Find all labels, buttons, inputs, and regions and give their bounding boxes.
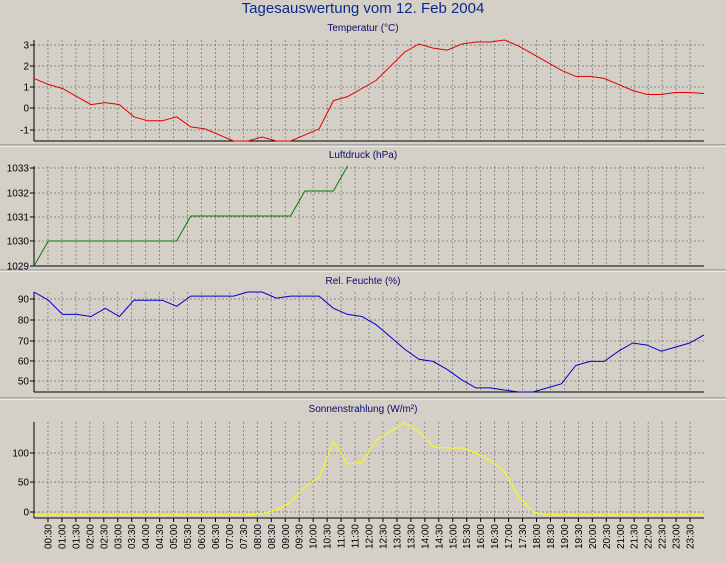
x-tick-label: 05:30 — [183, 524, 194, 549]
x-tick-label: 04:30 — [155, 524, 166, 549]
x-tick-label: 03:00 — [113, 524, 124, 549]
pressure-chart-title: Luftdruck (hPa) — [328, 150, 398, 161]
humidity-chart-title: Rel. Feuchte (%) — [325, 276, 401, 287]
temperature-ytick-label: 2 — [23, 62, 29, 73]
humidity-ytick-label: 80 — [18, 316, 30, 327]
x-tick-label: 19:00 — [560, 524, 571, 549]
x-tick-label: 07:00 — [225, 524, 236, 549]
page-title: Tagesauswertung vom 12. Feb 2004 — [241, 0, 485, 17]
x-tick-label: 02:30 — [99, 524, 110, 549]
x-tick-label: 15:00 — [448, 524, 459, 549]
pressure-ytick-label: 1029 — [7, 262, 30, 273]
x-tick-label: 10:00 — [309, 524, 320, 549]
pressure-ytick-label: 1030 — [7, 237, 30, 248]
x-tick-label: 21:30 — [630, 524, 641, 549]
x-tick-label: 20:00 — [588, 524, 599, 549]
pressure-series-line — [33, 165, 349, 267]
x-tick-label: 13:00 — [392, 524, 403, 549]
x-tick-label: 17:00 — [504, 524, 515, 549]
x-tick-label: 20:30 — [602, 524, 613, 549]
humidity-ytick-label: 60 — [18, 357, 30, 368]
x-tick-label: 01:00 — [57, 524, 68, 549]
humidity-ytick-label: 70 — [18, 337, 30, 348]
x-tick-label: 05:00 — [169, 524, 180, 549]
x-tick-label: 10:30 — [323, 524, 334, 549]
x-tick-label: 11:00 — [337, 524, 348, 549]
x-tick-label: 13:30 — [406, 524, 417, 549]
x-tick-label: 12:00 — [365, 524, 376, 549]
pressure-ytick-label: 1033 — [7, 164, 30, 175]
humidity-ytick-label: 90 — [18, 295, 30, 306]
x-tick-label: 12:30 — [378, 524, 389, 549]
x-tick-label: 01:30 — [71, 524, 82, 549]
temperature-ytick-label: -1 — [20, 126, 29, 137]
x-tick-label: 17:30 — [518, 524, 529, 549]
x-tick-label: 19:30 — [574, 524, 585, 549]
temperature-ytick-label: 0 — [23, 104, 29, 115]
pressure-ytick-label: 1032 — [7, 189, 30, 200]
x-tick-label: 18:00 — [532, 524, 543, 549]
pressure-ytick-label: 1031 — [7, 213, 30, 224]
temperature-ytick-label: 3 — [23, 41, 29, 52]
x-tick-label: 23:30 — [686, 524, 697, 549]
x-tick-label: 00:30 — [43, 524, 54, 549]
x-tick-label: 02:00 — [85, 524, 96, 549]
temperature-series-line — [33, 39, 705, 142]
x-tick-label: 03:30 — [127, 524, 138, 549]
temperature-ytick-label: 1 — [23, 83, 29, 94]
x-tick-label: 18:30 — [546, 524, 557, 549]
x-tick-label: 11:30 — [351, 524, 362, 549]
x-tick-label: 22:00 — [644, 524, 655, 549]
radiation-ytick-label: 100 — [12, 449, 29, 460]
x-tick-label: 04:00 — [141, 524, 152, 549]
x-tick-label: 21:00 — [616, 524, 627, 549]
x-tick-label: 22:30 — [658, 524, 669, 549]
temperature-chart-title: Temperatur (°C) — [327, 23, 399, 34]
x-tick-label: 07:30 — [239, 524, 250, 549]
radiation-ytick-label: 50 — [18, 478, 30, 489]
x-tick-label: 06:00 — [197, 524, 208, 549]
x-tick-label: 08:00 — [253, 524, 264, 549]
humidity-ytick-label: 50 — [18, 377, 30, 388]
x-tick-label: 16:00 — [476, 524, 487, 549]
x-tick-label: 16:30 — [490, 524, 501, 549]
radiation-chart-title: Sonnenstrahlung (W/m²) — [308, 404, 418, 415]
x-tick-label: 15:30 — [462, 524, 473, 549]
x-tick-label: 09:30 — [295, 524, 306, 549]
x-tick-label: 08:30 — [267, 524, 278, 549]
radiation-ytick-label: 0 — [23, 508, 29, 519]
x-tick-label: 09:00 — [281, 524, 292, 549]
x-tick-label: 14:30 — [434, 524, 445, 549]
x-tick-label: 06:30 — [211, 524, 222, 549]
humidity-series-line — [33, 291, 705, 393]
x-tick-label: 23:00 — [672, 524, 683, 549]
radiation-series-line — [34, 422, 704, 516]
x-tick-label: 14:00 — [420, 524, 431, 549]
